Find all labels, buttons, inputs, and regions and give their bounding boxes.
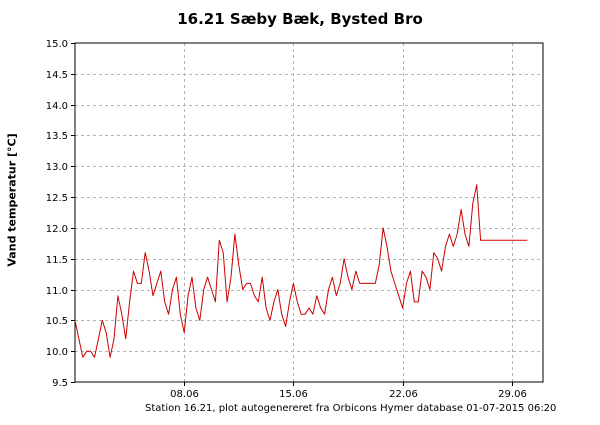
y-tick-label: 12.5 [46, 193, 68, 204]
y-tick-label: 14.0 [46, 101, 68, 112]
x-axis-ticks: 08.06 15.06 22.06 29.06 [170, 382, 527, 400]
y-tick-label: 14.5 [46, 70, 68, 81]
plot-area-border [74, 42, 544, 383]
footer-note: Station 16.21, plot autogenereret fra Or… [145, 403, 557, 414]
y-tick-label: 11.0 [46, 286, 68, 297]
y-tick-label: 12.0 [46, 224, 68, 235]
x-tick-label: 29.06 [498, 389, 527, 400]
x-tick-label: 15.06 [279, 389, 308, 400]
y-tick-label: 13.5 [46, 131, 68, 142]
y-tick-label: 15.0 [46, 39, 68, 50]
y-tick-label: 10.5 [46, 316, 68, 327]
x-tick-label: 08.06 [170, 389, 199, 400]
temperature-series-line [74, 184, 528, 358]
x-tick-label: 22.06 [389, 389, 418, 400]
y-tick-label: 13.0 [46, 162, 68, 173]
y-tick-label: 11.5 [46, 255, 68, 266]
series-layer [74, 184, 528, 358]
y-tick-label: 10.0 [46, 347, 68, 358]
y-tick-label: 9.5 [52, 378, 68, 389]
y-axis-ticks: 9.5 10.0 10.5 11.0 11.5 12.0 12.5 13.0 13.5 14.0 1… [46, 39, 75, 389]
chart-title: 16.21 Sæby Bæk, Bysted Bro [177, 10, 423, 28]
grid-layer [75, 43, 543, 382]
